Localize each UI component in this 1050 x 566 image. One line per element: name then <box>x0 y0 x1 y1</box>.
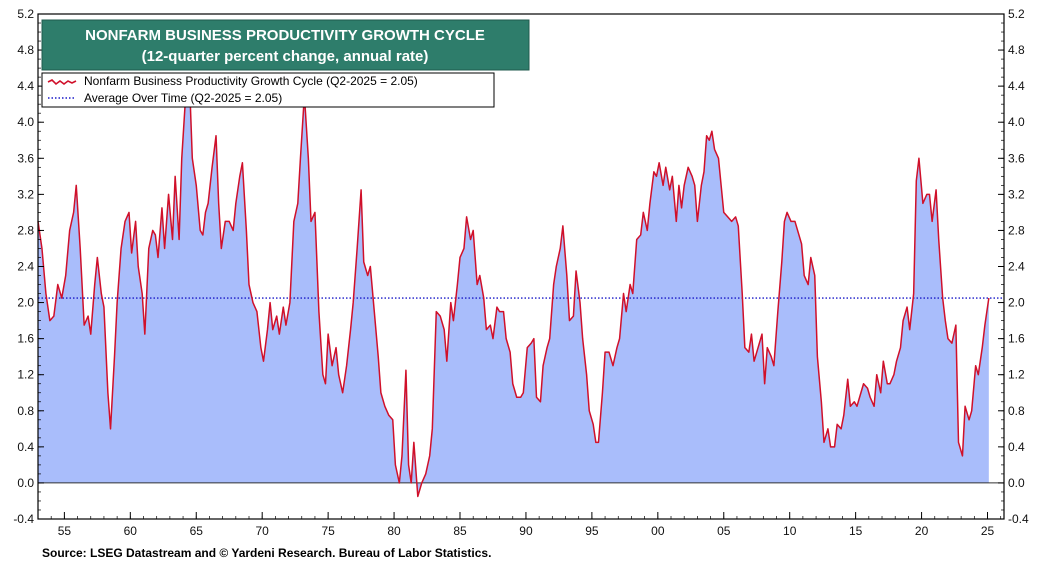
chart-title: NONFARM BUSINESS PRODUCTIVITY GROWTH CYC… <box>85 27 485 44</box>
y-tick-label-right: 2.0 <box>1008 296 1025 310</box>
legend-box <box>41 72 495 108</box>
y-tick-label-left: 1.6 <box>17 332 34 346</box>
legend-average-label: Average Over Time (Q2-2025 = 2.05) <box>84 91 282 105</box>
y-tick-label-left: 5.2 <box>17 7 34 21</box>
y-tick-label-left: 4.0 <box>17 115 34 129</box>
y-tick-label-right: 5.2 <box>1008 7 1025 21</box>
x-tick-label: 55 <box>58 524 72 538</box>
x-tick-label: 95 <box>585 524 599 538</box>
x-tick-label: 10 <box>783 524 797 538</box>
y-tick-label-left: 2.0 <box>17 296 34 310</box>
y-tick-label-right: 3.2 <box>1008 187 1025 201</box>
y-tick-label-right: 0.8 <box>1008 404 1025 418</box>
average-layer <box>38 297 1004 484</box>
y-tick-label-left: 4.4 <box>17 79 34 93</box>
x-tick-label: 60 <box>124 524 138 538</box>
y-tick-label-right: 0.4 <box>1008 440 1025 454</box>
y-tick-label-right: 4.0 <box>1008 115 1025 129</box>
y-tick-label-right: 0.0 <box>1008 476 1025 490</box>
y-tick-label-right: 1.6 <box>1008 332 1025 346</box>
series-line <box>37 85 990 498</box>
x-tick-label: 15 <box>849 524 863 538</box>
y-tick-label-left: 0.0 <box>17 476 34 490</box>
y-tick-label-left: 2.8 <box>17 223 34 237</box>
area-layer <box>38 86 989 497</box>
y-tick-label-left: 3.6 <box>17 151 34 165</box>
y-tick-label-left: 2.4 <box>17 260 34 274</box>
chart-subtitle: (12-quarter percent change, annual rate) <box>142 48 429 65</box>
legend-swatch-series <box>47 79 77 86</box>
y-tick-label-right: 4.4 <box>1008 79 1025 93</box>
x-tick-label: 25 <box>981 524 995 538</box>
y-tick-label-left: 4.8 <box>17 43 34 57</box>
x-tick-label: 65 <box>190 524 204 538</box>
axis-layer: 5.2 5.2 4.8 4.8 4.4 4.4 4.0 4.0 3.6 3.6 3.2 3.2 2.8 2… <box>13 7 1029 538</box>
x-tick-label: 70 <box>256 524 270 538</box>
line-layer <box>37 85 990 498</box>
x-tick-label: 20 <box>915 524 929 538</box>
y-tick-label-left: 0.8 <box>17 404 34 418</box>
y-tick-label-right: 3.6 <box>1008 151 1025 165</box>
x-tick-label: 00 <box>651 524 665 538</box>
y-tick-label-right: 1.2 <box>1008 368 1025 382</box>
y-tick-label-left: 0.4 <box>17 440 34 454</box>
x-tick-label: 85 <box>453 524 467 538</box>
x-tick-label: 80 <box>387 524 401 538</box>
x-tick-label: 75 <box>321 524 335 538</box>
x-tick-label: 90 <box>519 524 533 538</box>
y-tick-label-left: -0.4 <box>13 512 34 526</box>
title-box: NONFARM BUSINESS PRODUCTIVITY GROWTH CYC… <box>41 19 530 71</box>
series-area <box>38 86 989 497</box>
y-tick-label-right: 2.4 <box>1008 260 1025 274</box>
legend: Nonfarm Business Productivity Growth Cyc… <box>41 72 495 108</box>
source-note: Source: LSEG Datastream and © Yardeni Re… <box>42 546 491 560</box>
y-tick-label-left: 3.2 <box>17 187 34 201</box>
y-tick-label-right: -0.4 <box>1008 512 1029 526</box>
y-tick-label-left: 1.2 <box>17 368 34 382</box>
x-tick-label: 05 <box>717 524 731 538</box>
title-box-background <box>41 19 530 71</box>
y-tick-label-right: 4.8 <box>1008 43 1025 57</box>
legend-series-label: Nonfarm Business Productivity Growth Cyc… <box>84 74 418 88</box>
y-tick-label-right: 2.8 <box>1008 223 1025 237</box>
